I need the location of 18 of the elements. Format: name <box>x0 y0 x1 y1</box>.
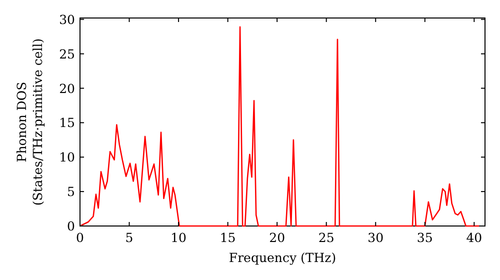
x-tick-label: 5 <box>125 230 134 245</box>
y-tick-label: 25 <box>59 46 75 62</box>
y-axis-title: Phonon DOS (States/THz·primitive cell) <box>14 38 45 206</box>
x-axis-title: Frequency (THz) <box>228 250 336 265</box>
y-tick-label: 0 <box>67 218 76 234</box>
y-tick-label: 10 <box>59 150 76 165</box>
x-tick-label: 20 <box>269 230 286 245</box>
x-tick-label: 30 <box>368 230 384 245</box>
y-tick-label: 30 <box>59 12 76 27</box>
y-tick-label: 15 <box>59 115 75 130</box>
x-tick-label: 10 <box>170 230 187 245</box>
x-tick-label: 15 <box>220 230 236 245</box>
x-tick-label: 35 <box>416 230 433 245</box>
line-series <box>79 26 480 227</box>
x-tick-label: 25 <box>318 230 334 245</box>
y-tick-label: 20 <box>59 80 76 96</box>
x-tick-label: 40 <box>466 230 482 245</box>
y-tick-label: 5 <box>67 184 75 200</box>
